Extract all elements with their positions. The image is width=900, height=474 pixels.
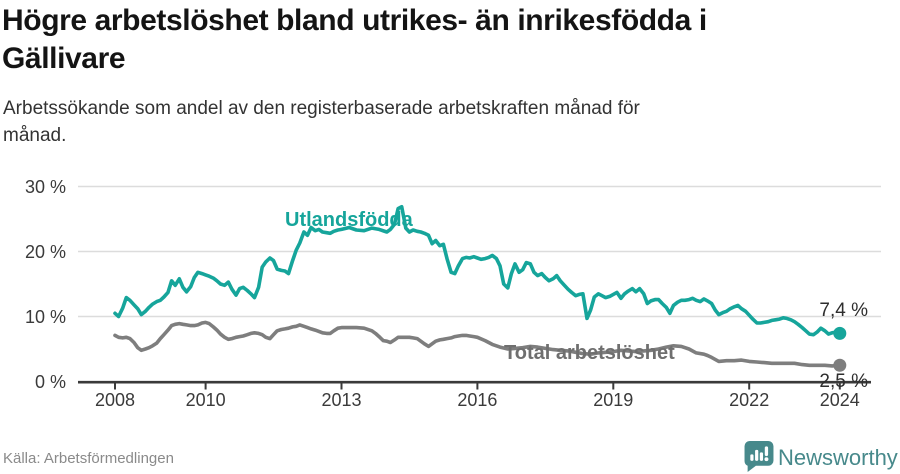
y-tick-label: 10 % bbox=[24, 306, 66, 327]
source-attribution: Källa: Arbetsförmedlingen bbox=[3, 450, 174, 467]
newsworthy-logo-text: Newsworthy bbox=[778, 445, 898, 470]
x-tick-label: 2008 bbox=[94, 390, 136, 410]
x-tick-label: 2022 bbox=[729, 390, 770, 410]
end-value-label-total: 2,5 % bbox=[819, 371, 868, 392]
x-tick-label: 2013 bbox=[321, 390, 362, 410]
x-tick-label: 2024 bbox=[819, 390, 860, 410]
x-tick-label: 2019 bbox=[593, 390, 634, 410]
series-line bbox=[113, 320, 842, 368]
x-tick-label: 2010 bbox=[185, 390, 226, 410]
page-title: Högre arbetslöshet bland utrikes- än inr… bbox=[2, 4, 707, 75]
series-label-utlandsfodda: Utlandsfödda bbox=[285, 209, 413, 231]
x-tick-label: 2016 bbox=[457, 390, 498, 410]
y-tick-label: 0 % bbox=[34, 371, 66, 392]
chart-subtitle: Arbetssökande som andel av den registerb… bbox=[3, 98, 640, 146]
series-label-total-arbetsloshet: Total arbetslöshet bbox=[504, 342, 675, 364]
y-tick-label: 30 % bbox=[24, 176, 66, 197]
end-value-label-utlandsfodda: 7,4 % bbox=[819, 300, 868, 321]
y-tick-label: 20 % bbox=[24, 241, 66, 262]
newsworthy-logo-icon bbox=[744, 441, 774, 472]
series-end-dot bbox=[833, 326, 847, 340]
series-line bbox=[113, 204, 842, 337]
series-end-dot bbox=[833, 358, 847, 372]
